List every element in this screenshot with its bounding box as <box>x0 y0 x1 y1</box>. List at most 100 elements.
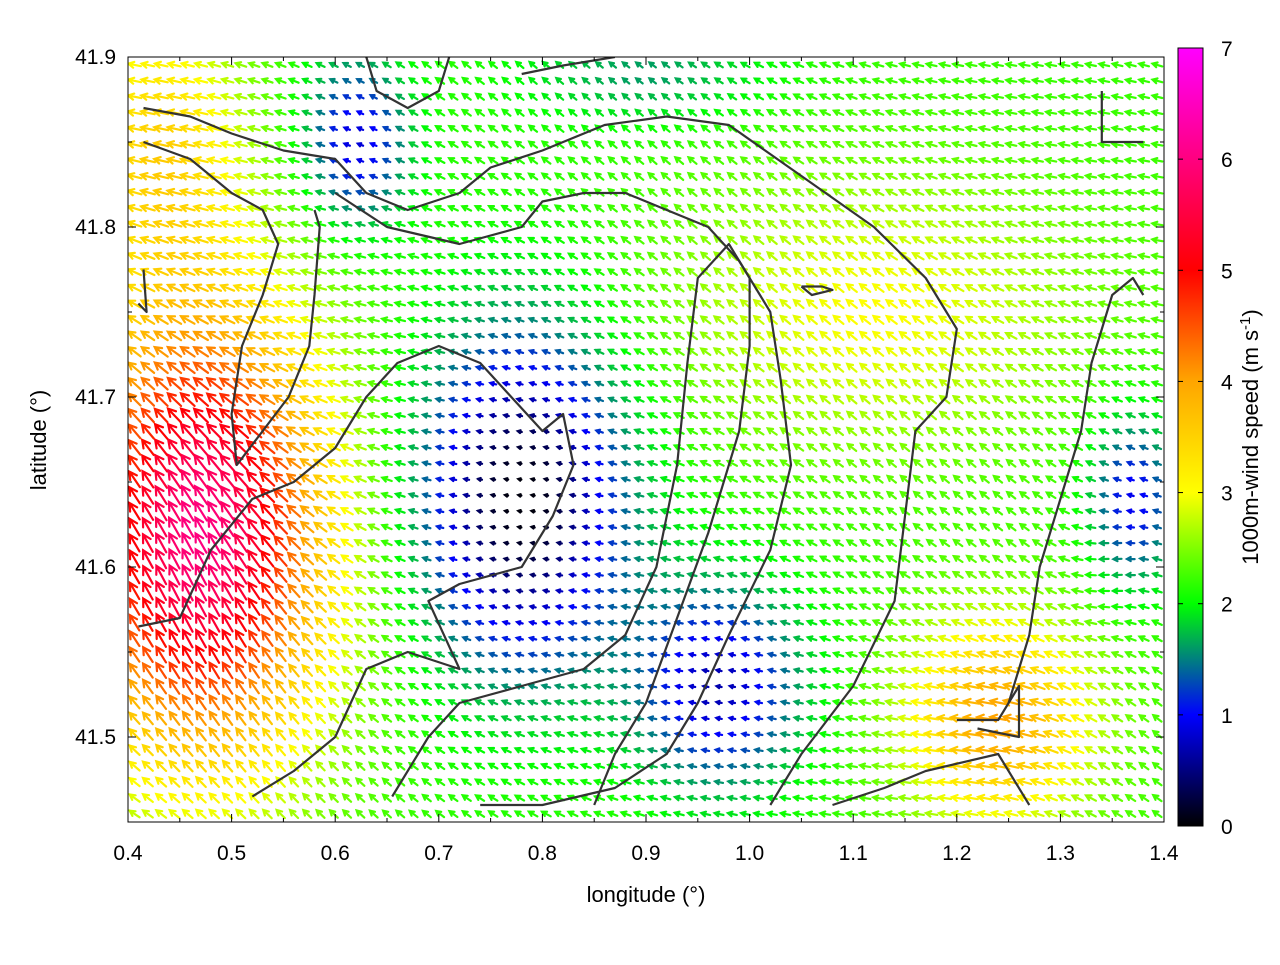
wind-arrow <box>897 172 912 180</box>
colorbar-tick-label: 2 <box>1221 594 1233 617</box>
wind-arrow <box>314 189 326 196</box>
wind-arrow <box>154 759 168 773</box>
wind-arrow <box>260 597 274 616</box>
wind-arrow <box>206 484 222 506</box>
wind-arrow <box>165 315 183 325</box>
wind-arrow <box>566 715 579 722</box>
wind-arrow <box>181 693 194 711</box>
wind-arrow <box>872 394 884 405</box>
wind-arrow <box>1097 77 1111 85</box>
wind-arrow <box>805 156 818 165</box>
wind-arrow <box>898 458 911 468</box>
wind-arrow <box>792 715 804 722</box>
wind-arrow <box>447 699 459 706</box>
wind-arrow <box>434 524 445 531</box>
wind-arrow <box>1138 540 1149 547</box>
wind-arrow <box>353 348 367 356</box>
wind-arrow <box>739 427 752 436</box>
wind-arrow <box>778 794 792 802</box>
wind-arrow <box>977 156 991 164</box>
wind-arrow <box>567 92 578 101</box>
wind-arrow <box>1057 380 1071 388</box>
wind-arrow <box>205 108 222 117</box>
wind-arrow <box>581 460 590 467</box>
wind-arrow <box>447 715 459 722</box>
y-tick-label: 41.8 <box>75 216 116 239</box>
wind-arrow <box>312 363 328 372</box>
wind-arrow <box>407 173 419 180</box>
wind-arrow <box>925 522 937 532</box>
wind-arrow <box>500 794 512 802</box>
wind-arrow <box>911 61 925 69</box>
wind-arrow <box>352 459 367 467</box>
wind-arrow <box>845 298 858 309</box>
wind-arrow <box>633 428 645 435</box>
wind-arrow <box>286 551 301 567</box>
wind-arrow <box>287 173 300 180</box>
wind-arrow <box>699 475 712 483</box>
wind-arrow <box>460 300 472 308</box>
wind-arrow <box>1029 650 1045 659</box>
wind-arrow <box>659 412 672 419</box>
wind-arrow <box>1071 491 1084 499</box>
wind-arrow <box>831 125 845 133</box>
wind-arrow <box>154 776 168 788</box>
wind-arrow <box>912 538 924 548</box>
wind-arrow <box>352 379 367 388</box>
wind-arrow <box>686 267 698 277</box>
wind-arrow <box>1097 794 1111 802</box>
wind-arrow <box>1017 188 1031 196</box>
wind-arrow <box>460 809 472 818</box>
wind-arrow <box>353 252 367 260</box>
wind-arrow <box>712 555 725 563</box>
wind-arrow <box>805 523 818 531</box>
wind-arrow <box>1003 125 1018 133</box>
wind-arrow <box>339 284 354 292</box>
wind-arrow <box>341 776 353 787</box>
wind-arrow <box>567 220 579 229</box>
wind-arrow <box>845 571 858 579</box>
wind-arrow <box>527 620 538 626</box>
wind-arrow <box>646 715 658 722</box>
wind-arrow <box>792 555 805 563</box>
wind-arrow <box>542 493 550 498</box>
wind-arrow <box>831 619 845 626</box>
wind-arrow <box>542 477 550 482</box>
wind-arrow <box>539 794 552 802</box>
wind-arrow <box>221 612 234 633</box>
wind-arrow <box>884 666 899 675</box>
wind-arrow <box>924 603 938 611</box>
wind-arrow <box>831 794 845 802</box>
wind-arrow <box>1071 412 1084 420</box>
wind-arrow <box>301 93 313 100</box>
wind-arrow <box>245 470 263 488</box>
wind-arrow <box>1083 778 1098 786</box>
wind-arrow <box>354 713 366 724</box>
wind-arrow <box>978 410 991 420</box>
wind-arrow <box>832 555 845 563</box>
wind-arrow <box>1083 188 1098 196</box>
wind-arrow <box>528 556 537 562</box>
wind-arrow <box>686 187 698 197</box>
wind-arrow <box>312 521 328 533</box>
wind-arrow <box>274 678 287 694</box>
wind-arrow <box>567 140 578 149</box>
wind-arrow <box>660 92 671 101</box>
wind-arrow <box>232 220 249 228</box>
wind-arrow <box>379 364 393 372</box>
wind-arrow <box>393 252 406 260</box>
wind-arrow <box>991 426 1004 436</box>
wind-arrow <box>353 586 367 596</box>
wind-arrow <box>659 460 672 467</box>
wind-arrow <box>938 538 951 548</box>
wind-arrow <box>619 380 632 387</box>
wind-arrow <box>1150 396 1163 403</box>
x-tick-label: 0.7 <box>424 842 453 865</box>
wind-arrow <box>246 140 261 149</box>
wind-arrow <box>541 76 551 85</box>
wind-arrow <box>633 332 645 340</box>
wind-arrow <box>1004 570 1017 579</box>
wind-arrow <box>339 507 354 516</box>
wind-arrow <box>699 507 712 515</box>
wind-arrow <box>221 644 234 664</box>
